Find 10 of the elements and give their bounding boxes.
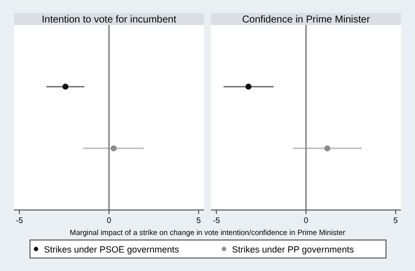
x-tick-label: 5 — [196, 216, 202, 225]
x-tick-label: -5 — [16, 216, 24, 225]
legend-label: Strikes under PP governments — [232, 244, 354, 254]
chart-title: Confidence in Prime Minister — [242, 14, 371, 26]
x-tick-label: -5 — [212, 216, 220, 225]
x-tick-label: 5 — [393, 216, 398, 225]
legend-label: Strikes under PSOE governments — [44, 244, 180, 254]
x-tick-label: 0 — [106, 216, 112, 225]
x-tick-label: 0 — [304, 216, 309, 225]
chart-title: Intention to vote for incumbent — [42, 14, 176, 26]
